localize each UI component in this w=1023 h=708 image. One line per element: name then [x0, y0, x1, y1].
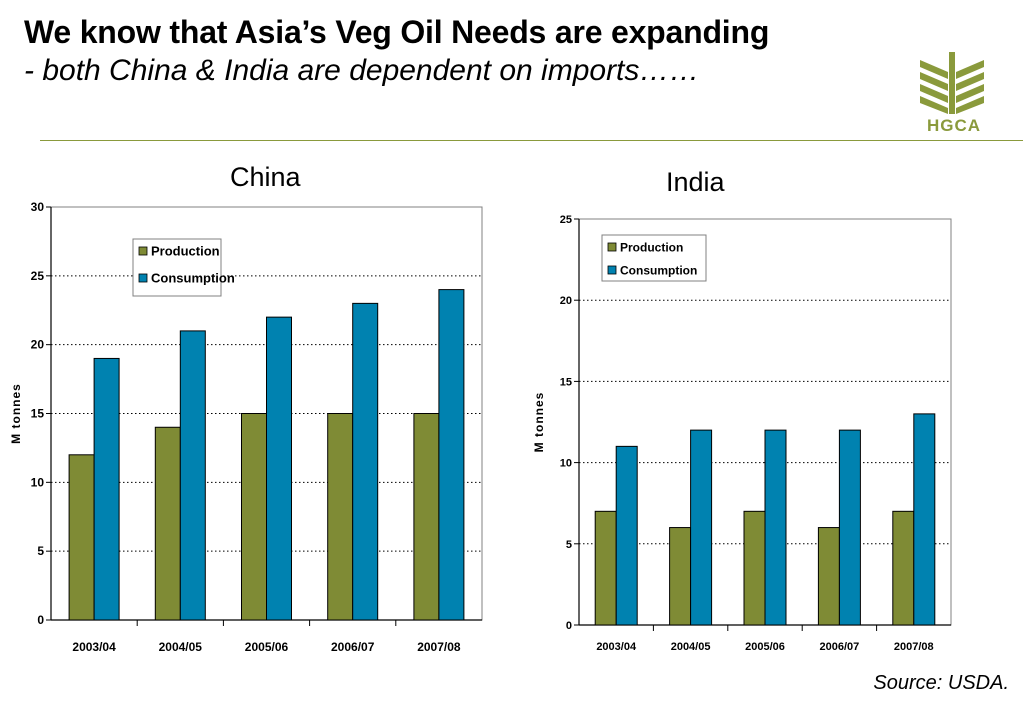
- india-category-label: 2006/07: [820, 641, 860, 653]
- india-y-tick-label: 5: [566, 539, 572, 551]
- china-legend-label: Consumption: [151, 271, 235, 286]
- china-y-tick-label: 5: [37, 544, 44, 558]
- india-y-tick-label: 0: [566, 620, 572, 632]
- india-bar-consumption: [838, 429, 861, 626]
- china-legend-label: Production: [151, 244, 220, 259]
- china-category-label: 2007/08: [417, 640, 461, 654]
- china-category-label: 2004/05: [159, 640, 203, 654]
- page-title: We know that Asia’s Veg Oil Needs are ex…: [24, 14, 770, 50]
- china-y-tick-label: 30: [31, 200, 45, 214]
- china-bar-consumption: [93, 357, 120, 621]
- china-bar-production: [241, 413, 267, 621]
- india-bar-consumption: [690, 429, 713, 626]
- china-y-axis-label: M tonnes: [9, 383, 23, 444]
- logo-text: HGCA: [926, 116, 982, 135]
- china-y-tick-label: 0: [37, 613, 44, 627]
- china-bar-consumption: [352, 302, 379, 621]
- india-y-tick-label: 20: [560, 295, 572, 307]
- china-category-label: 2003/04: [72, 640, 116, 654]
- india-bar-consumption: [615, 445, 638, 626]
- china-legend-swatch-production: [138, 246, 148, 256]
- india-y-axis-label: M tonnes: [532, 392, 546, 453]
- india-category-label: 2007/08: [894, 641, 934, 653]
- china-legend-swatch-consumption: [138, 273, 148, 283]
- india-legend: [601, 234, 707, 282]
- china-bar-consumption: [179, 330, 206, 621]
- india-category-label: 2004/05: [671, 641, 711, 653]
- china-bar-consumption: [266, 316, 292, 621]
- china-legend: [132, 238, 222, 297]
- india-chart-title: India: [666, 167, 725, 197]
- china-category-label: 2006/07: [331, 640, 375, 654]
- india-y-tick-label: 10: [560, 458, 572, 470]
- india-bar-production: [892, 510, 915, 626]
- china-bar-production: [327, 413, 354, 621]
- china-category-label: 2005/06: [245, 640, 289, 654]
- india-bar-production: [817, 527, 840, 626]
- india-legend-label: Production: [620, 241, 683, 255]
- source-note: Source: USDA.: [873, 672, 1009, 694]
- wheat-logo-icon: [920, 52, 984, 114]
- china-y-tick-label: 10: [31, 475, 45, 489]
- india-bar-production: [669, 527, 692, 626]
- china-bar-consumption: [438, 289, 465, 621]
- india-y-tick-label: 25: [560, 214, 572, 226]
- india-legend-label: Consumption: [620, 264, 697, 278]
- india-legend-swatch-production: [607, 242, 617, 252]
- header-divider: [40, 140, 1023, 141]
- page-subtitle: - both China & India are dependent on im…: [24, 54, 700, 87]
- india-y-tick-label: 15: [560, 376, 572, 388]
- china-y-tick-label: 25: [31, 269, 45, 283]
- india-category-label: 2005/06: [745, 641, 785, 653]
- india-legend-swatch-consumption: [607, 265, 617, 275]
- india-bar-consumption: [764, 429, 787, 626]
- china-bar-production: [68, 454, 95, 621]
- india-category-label: 2003/04: [596, 641, 637, 653]
- china-chart-title: China: [230, 162, 301, 192]
- china-y-tick-label: 15: [31, 407, 45, 421]
- india-bar-production: [743, 510, 766, 626]
- india-bar-consumption: [913, 413, 936, 626]
- china-bar-production: [154, 426, 181, 621]
- india-bar-production: [594, 510, 617, 626]
- china-y-tick-label: 20: [31, 338, 45, 352]
